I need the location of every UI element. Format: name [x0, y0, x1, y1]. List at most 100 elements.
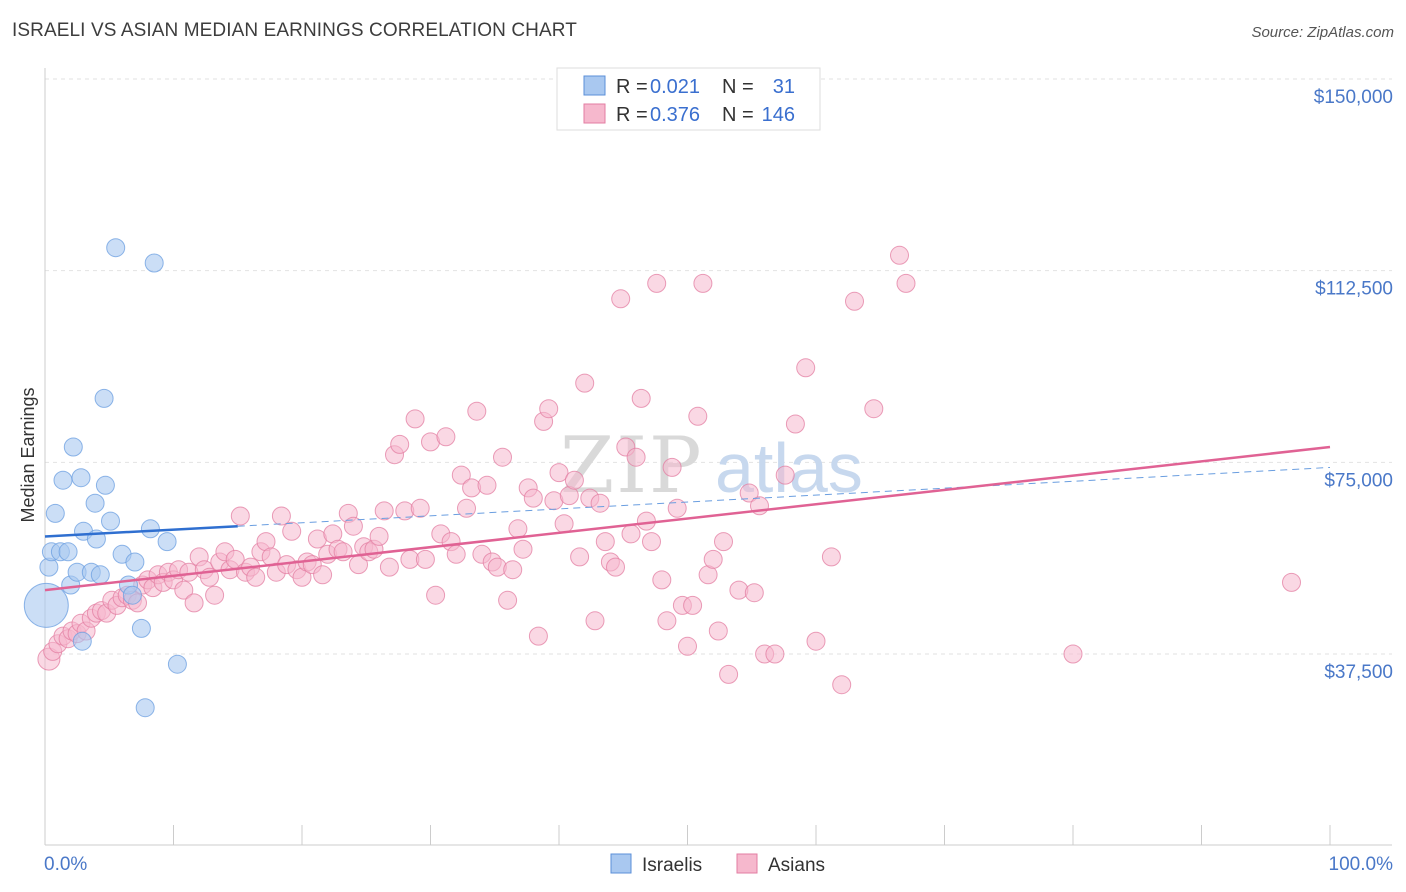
asians-point [436, 427, 456, 447]
legend-r-label-asians: R = [616, 104, 648, 126]
israelis-trend-line [44, 524, 238, 538]
asians-point [631, 388, 651, 408]
asians-point [647, 273, 667, 293]
bottom-legend-label-israelis: Israelis [642, 855, 702, 876]
asians-point [246, 567, 266, 587]
asians-point [498, 590, 518, 610]
asians-point [1063, 644, 1083, 664]
asians-point [467, 401, 487, 421]
bottom-legend-swatch-israelis [610, 853, 632, 874]
asians-point [410, 498, 430, 518]
asians-point [896, 273, 916, 293]
israelis-point [58, 542, 78, 562]
asians-point [549, 463, 569, 483]
israelis-point [122, 585, 142, 605]
israelis-point [90, 565, 110, 585]
israelis-point [94, 388, 114, 408]
israelis-point [53, 470, 73, 490]
asians-point [343, 516, 363, 536]
asians-trend-line [44, 445, 1331, 592]
y-tick-label: $112,500 [1315, 279, 1393, 300]
asians-point [744, 583, 764, 603]
israelis-point [135, 698, 155, 718]
asians-point [719, 664, 739, 684]
asians-point [785, 414, 805, 434]
israelis-point [101, 511, 120, 531]
asians-point [765, 644, 785, 664]
israelis-point [157, 532, 177, 552]
israelis-trend-extension [237, 466, 1331, 527]
legend-r-value-asians: 0.376 [650, 104, 700, 126]
asians-point [683, 595, 703, 615]
asians-point [621, 524, 641, 544]
asians-point [451, 465, 471, 485]
y-tick-label: $75,000 [1324, 470, 1393, 491]
asians-point [390, 434, 410, 454]
chart-title: ISRAELI VS ASIAN MEDIAN EARNINGS CORRELA… [12, 20, 577, 41]
legend-r-value-israelis: 0.021 [650, 76, 700, 98]
legend-n-label-asians: N = [722, 104, 754, 126]
asians-point [513, 539, 533, 559]
asians-point [821, 547, 841, 567]
asians-point [590, 493, 610, 513]
israelis-point [144, 253, 164, 273]
asians-point [446, 544, 466, 564]
bottom-legend-swatch-asians [736, 853, 758, 874]
asians-point [595, 532, 615, 552]
asians-point [205, 585, 225, 605]
asians-point [611, 289, 631, 309]
asians-point [714, 532, 733, 552]
israelis-point [45, 503, 65, 523]
legend-n-value-israelis: 31 [773, 76, 795, 98]
asians-point [477, 475, 497, 495]
asians-point [688, 406, 708, 426]
asians-point [708, 621, 728, 641]
asians-point [796, 358, 816, 378]
legend-n-label-israelis: N = [722, 76, 754, 98]
asians-point [282, 521, 302, 541]
asians-point [678, 636, 697, 656]
asians-point [626, 447, 646, 467]
asians-point [832, 675, 852, 695]
asians-point [585, 611, 605, 631]
asians-point [554, 514, 574, 534]
asians-point [570, 547, 590, 567]
asians-point [539, 399, 559, 419]
asians-point [508, 519, 528, 539]
y-tick-label: $37,500 [1324, 662, 1393, 683]
legend-swatch-israelis [583, 75, 606, 96]
asians-point [642, 532, 661, 552]
asians-point [845, 291, 864, 311]
asians-point [457, 498, 476, 518]
israelis-point [106, 238, 126, 258]
asians-point [606, 557, 625, 577]
asians-point [564, 470, 584, 490]
asians-point [662, 457, 682, 477]
israelis-point [125, 552, 145, 572]
israelis-point [71, 468, 91, 488]
asians-point [426, 585, 446, 605]
asians-point [864, 399, 884, 419]
asians-point [693, 273, 713, 293]
bottom-legend-label-asians: Asians [768, 855, 825, 876]
source-label: Source: ZipAtlas.com [1251, 24, 1394, 41]
israelis-point [140, 519, 160, 539]
asians-point [528, 626, 548, 646]
israelis-point [95, 475, 115, 495]
asians-point [271, 506, 291, 526]
asians-point [775, 465, 795, 485]
asians-point [890, 245, 909, 265]
israelis-point [23, 582, 69, 628]
asians-point [369, 526, 389, 546]
israelis-point [131, 618, 151, 638]
asians-point [806, 631, 826, 651]
legend-box: R = 0.021 N = 31 R = 0.376 N = 146 [556, 67, 821, 131]
asians-point [405, 409, 425, 429]
israelis-points [23, 238, 187, 718]
asians-point [313, 565, 333, 585]
asians-point [379, 557, 399, 577]
israelis-point [167, 654, 187, 674]
trend-lines [44, 445, 1331, 592]
israelis-point [72, 631, 92, 651]
asians-point [184, 593, 204, 613]
